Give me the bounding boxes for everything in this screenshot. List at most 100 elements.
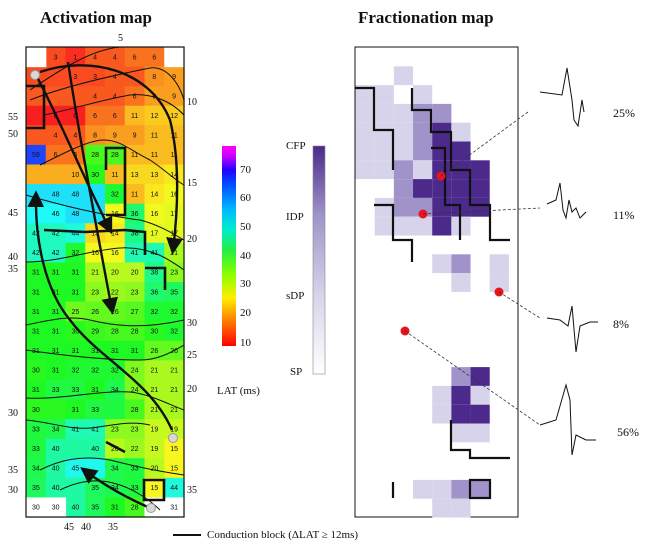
activation-cell xyxy=(124,399,146,420)
fractionation-cell xyxy=(470,160,490,180)
egm-trace-cfp xyxy=(539,67,585,128)
activation-cell xyxy=(144,66,165,87)
activation-cell-value: 34 xyxy=(111,387,119,394)
activation-cell xyxy=(85,105,106,126)
activation-cell-value: 19 xyxy=(150,426,158,433)
fractionation-cell xyxy=(413,197,433,217)
activation-cell-value: 36 xyxy=(131,211,139,218)
activation-cell-value: 32 xyxy=(170,328,178,335)
activation-cell-value: 33 xyxy=(32,446,40,453)
activation-cell-value: 28 xyxy=(131,505,139,512)
activation-cell xyxy=(65,262,86,283)
activation-cell xyxy=(144,458,165,479)
activation-cell-value: 32 xyxy=(170,309,178,316)
fractionation-cell xyxy=(432,385,452,405)
activation-cell-value: 45 xyxy=(71,466,79,473)
lat-colorbar xyxy=(222,146,236,346)
activation-cell xyxy=(144,105,165,126)
activation-map-border xyxy=(25,46,185,518)
activation-cell-value: 9 xyxy=(172,74,176,81)
activation-cell-value: 34 xyxy=(111,466,119,473)
activation-cell-value: 31 xyxy=(52,348,60,355)
fractionation-cell xyxy=(413,85,433,104)
egm-trace-sp xyxy=(539,383,596,456)
propagation-arrows xyxy=(27,61,183,510)
activation-cell xyxy=(124,438,146,459)
activation-cell-value: 42 xyxy=(52,231,60,238)
fractionation-cell xyxy=(432,254,452,274)
activation-cell-value: 21 xyxy=(91,270,99,277)
activation-cell-value: 28 xyxy=(111,152,119,159)
activation-cell-value: 31 xyxy=(32,270,40,277)
electrogram-traces xyxy=(539,67,598,456)
start-point-marker xyxy=(30,70,40,80)
activation-cell xyxy=(164,86,185,107)
activation-cell xyxy=(26,321,47,342)
activation-cell xyxy=(85,360,106,381)
iso-label: 50 xyxy=(8,129,18,140)
activation-cell xyxy=(144,184,165,205)
fractionation-cell xyxy=(393,197,414,217)
conduction-block-swatch xyxy=(173,534,201,536)
activation-cell xyxy=(144,321,165,342)
activation-cell xyxy=(164,438,185,459)
percent-cfp: 25% xyxy=(613,106,635,120)
activation-cell-value: 3 xyxy=(73,74,77,81)
iso-label: 5 xyxy=(118,33,123,44)
fractionation-cell xyxy=(432,479,452,499)
activation-cell xyxy=(144,477,165,499)
conduction-block-lines xyxy=(26,84,167,502)
fractionation-cell xyxy=(451,273,471,292)
activation-cell-value: 30 xyxy=(32,505,40,512)
legend-level-cfp: CFP xyxy=(286,140,306,152)
activation-cell-value: 4 xyxy=(54,133,58,140)
activation-cell-value: 40 xyxy=(52,485,60,492)
fractionation-cell xyxy=(393,103,414,123)
activation-cell xyxy=(164,164,185,185)
activation-cell-value: 4 xyxy=(93,54,97,61)
activation-cell xyxy=(65,47,86,68)
fractionation-cell xyxy=(451,141,471,161)
activation-cell xyxy=(65,86,86,107)
activation-cell xyxy=(124,125,146,146)
activation-cell-value: 21 xyxy=(150,387,158,394)
activation-cell xyxy=(45,360,67,381)
activation-cell-value: 9 xyxy=(133,133,137,140)
activation-cell-value: 13 xyxy=(131,172,139,179)
activation-cell xyxy=(85,340,106,361)
activation-cell-value: 4 xyxy=(113,93,117,100)
activation-cell xyxy=(65,399,86,420)
activation-cell-value: 20 xyxy=(150,466,158,473)
activation-cell-value: 28 xyxy=(131,407,139,414)
fractionation-cell xyxy=(393,122,414,142)
activation-cell xyxy=(144,438,165,459)
activation-cell-value: 33 xyxy=(71,387,79,394)
fractionation-cell xyxy=(432,197,452,217)
fractionation-cell xyxy=(355,85,375,104)
activation-cell-value: 32 xyxy=(111,191,119,198)
activation-cell xyxy=(45,125,67,146)
colorbar-tick-label: 20 xyxy=(240,307,251,319)
activation-cell xyxy=(26,438,47,459)
activation-cell xyxy=(65,360,86,381)
activation-cell-value: 40 xyxy=(52,446,60,453)
activation-cell-value: 40 xyxy=(71,505,79,512)
activation-cell-value: 34 xyxy=(111,485,119,492)
activation-cell-value: 14 xyxy=(111,231,119,238)
activation-cell xyxy=(105,184,126,205)
activation-cell xyxy=(124,86,146,107)
activation-cell-value: 9 xyxy=(172,93,176,100)
activation-cell-value: 30 xyxy=(32,407,40,414)
activation-cell xyxy=(45,223,67,244)
activation-cell-value: 26 xyxy=(91,309,99,316)
fractionation-cell xyxy=(470,367,490,386)
activation-cell xyxy=(105,340,126,361)
activation-cell-value: 12 xyxy=(150,113,158,120)
activation-cell xyxy=(65,477,86,499)
fractionation-cell xyxy=(432,404,452,424)
activation-cell xyxy=(45,184,67,205)
activation-cell-value: 3 xyxy=(93,74,97,81)
activation-cell xyxy=(26,379,47,401)
activation-cell xyxy=(65,223,86,244)
activation-map-title: Activation map xyxy=(40,8,152,27)
